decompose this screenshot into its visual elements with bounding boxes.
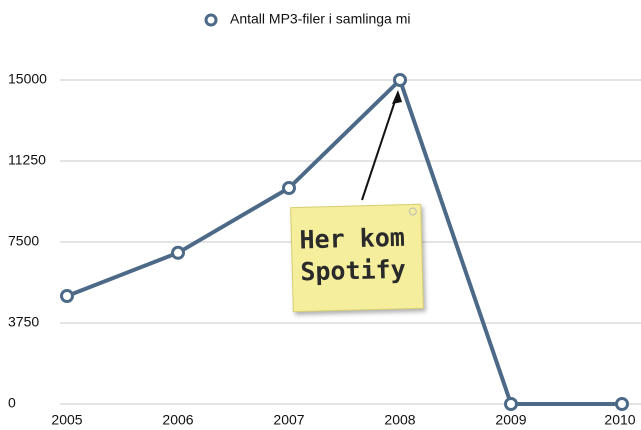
data-point (617, 399, 628, 410)
sticky-note: Her kom Spotify (291, 204, 424, 311)
x-tick-label: 2010 (604, 412, 635, 428)
annotation-text: Spotify (300, 255, 406, 287)
legend: Antall MP3-filer i samlinga mi (206, 11, 411, 27)
x-tick-label: 2007 (273, 412, 304, 428)
x-tick-label: 2008 (384, 412, 415, 428)
x-tick-label: 2006 (162, 412, 193, 428)
annotation-text: Her kom (299, 223, 405, 255)
data-point (395, 75, 406, 86)
y-tick-label: 0 (8, 395, 16, 411)
data-point (173, 247, 184, 258)
data-point (506, 399, 517, 410)
legend-marker (206, 15, 216, 25)
chart: Antall MP3-filer i samlinga mi 0 3750 7500… (0, 0, 641, 430)
data-point (62, 291, 73, 302)
x-tick-label: 2005 (51, 412, 82, 428)
y-tick-label: 7500 (8, 233, 39, 249)
y-tick-label: 3750 (8, 314, 39, 330)
y-tick-label: 15000 (8, 71, 47, 87)
x-tick-label: 2009 (495, 412, 526, 428)
legend-label: Antall MP3-filer i samlinga mi (230, 11, 411, 27)
y-tick-label: 11250 (8, 152, 46, 168)
data-point (284, 183, 295, 194)
annotation-arrowhead (392, 90, 402, 104)
